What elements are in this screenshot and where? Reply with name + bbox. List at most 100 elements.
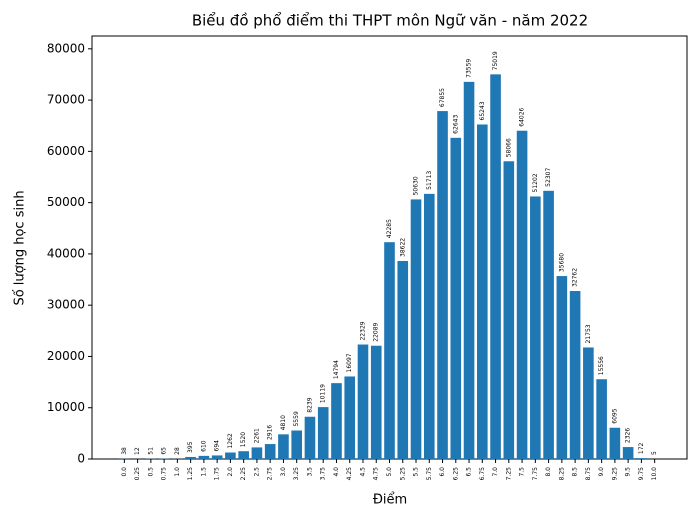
y-tick-label: 60000 xyxy=(47,144,85,158)
value-label: 64026 xyxy=(519,107,526,126)
value-label: 52307 xyxy=(545,168,552,187)
value-label: 50630 xyxy=(413,176,420,195)
x-tick-label: 5.0 xyxy=(386,467,393,477)
value-label: 172 xyxy=(638,442,645,454)
x-tick-label: 9.0 xyxy=(598,467,605,477)
x-tick-label: 2.25 xyxy=(240,467,247,481)
x-tick-label: 8.5 xyxy=(572,467,579,477)
bar xyxy=(503,161,515,459)
y-tick-label: 70000 xyxy=(47,93,85,107)
bar xyxy=(185,456,196,459)
bar xyxy=(530,196,541,459)
value-label: 1262 xyxy=(227,433,234,448)
bar xyxy=(516,130,528,459)
y-tick-label: 50000 xyxy=(47,195,85,209)
bar xyxy=(198,455,210,459)
value-label: 5559 xyxy=(293,411,300,426)
value-label: 22089 xyxy=(373,322,380,341)
bar xyxy=(410,199,422,459)
bar xyxy=(636,458,647,459)
value-label: 75019 xyxy=(492,51,499,70)
x-tick-label: 9.5 xyxy=(625,467,632,477)
value-label: 4810 xyxy=(280,415,287,430)
x-tick-label: 1.25 xyxy=(187,467,194,481)
x-tick-label: 6.75 xyxy=(479,467,486,481)
bar xyxy=(556,276,568,459)
chart-title: Biểu đồ phổ điểm thi THPT môn Ngữ văn - … xyxy=(192,12,588,30)
value-label: 67855 xyxy=(439,88,446,107)
value-label: 58066 xyxy=(505,138,512,157)
x-tick-label: 0.25 xyxy=(134,467,141,481)
value-label: 21753 xyxy=(585,324,592,343)
x-tick-label: 2.0 xyxy=(227,467,234,477)
bar xyxy=(370,345,382,459)
value-label: 694 xyxy=(214,440,221,452)
bar xyxy=(317,407,329,459)
bar xyxy=(596,379,607,459)
value-label: 28 xyxy=(174,447,181,455)
bar xyxy=(463,81,475,459)
bar xyxy=(609,427,621,459)
x-tick-label: 8.0 xyxy=(545,467,552,477)
value-label: 395 xyxy=(187,441,194,453)
bar xyxy=(238,451,249,459)
x-tick-label: 1.75 xyxy=(214,467,221,481)
bar xyxy=(278,434,289,459)
value-label: 8239 xyxy=(306,397,313,412)
value-label: 38622 xyxy=(399,238,406,257)
x-tick-label: 7.25 xyxy=(505,467,512,481)
bar xyxy=(622,447,634,459)
value-label: 6095 xyxy=(611,408,618,423)
bar xyxy=(384,242,395,459)
value-label: 62643 xyxy=(452,115,459,134)
value-label: 22329 xyxy=(359,321,366,340)
value-label: 12 xyxy=(134,447,141,455)
bar xyxy=(357,344,369,459)
x-tick-label: 3.5 xyxy=(306,467,313,477)
x-tick-label: 3.0 xyxy=(280,467,287,477)
y-tick-label: 40000 xyxy=(47,246,85,260)
x-tick-label: 2.75 xyxy=(267,467,274,481)
bar xyxy=(251,447,263,459)
x-tick-label: 6.5 xyxy=(466,467,473,477)
value-label: 51713 xyxy=(426,171,433,190)
value-label: 10119 xyxy=(320,384,327,403)
bar xyxy=(583,347,594,459)
bar xyxy=(331,383,342,459)
x-tick-label: 3.75 xyxy=(320,467,327,481)
bar xyxy=(569,291,581,459)
x-tick-label: 5.25 xyxy=(399,467,406,481)
value-label: 2916 xyxy=(267,425,274,440)
y-tick-label: 10000 xyxy=(47,400,85,414)
y-tick-label: 20000 xyxy=(47,349,85,363)
value-label: 5 xyxy=(651,451,658,455)
x-tick-label: 1.5 xyxy=(200,467,207,477)
value-label: 610 xyxy=(200,440,207,452)
x-tick-label: 9.25 xyxy=(611,467,618,481)
x-tick-label: 1.0 xyxy=(174,467,181,477)
x-tick-label: 6.0 xyxy=(439,467,446,477)
x-tick-label: 4.75 xyxy=(373,467,380,481)
x-tick-label: 4.0 xyxy=(333,467,340,477)
x-tick-label: 6.25 xyxy=(452,467,459,481)
bar xyxy=(211,455,223,459)
x-tick-label: 8.25 xyxy=(558,467,565,481)
x-tick-label: 0.0 xyxy=(121,467,128,477)
value-label: 1520 xyxy=(240,432,247,447)
value-label: 73559 xyxy=(466,59,473,78)
y-tick-label: 80000 xyxy=(47,41,85,55)
value-label: 15556 xyxy=(598,356,605,375)
value-label: 42285 xyxy=(386,219,393,238)
x-tick-label: 9.75 xyxy=(638,467,645,481)
x-tick-label: 7.75 xyxy=(532,467,539,481)
bar xyxy=(344,376,356,459)
bar xyxy=(477,124,488,459)
y-axis-label: Số lượng học sinh xyxy=(13,190,28,305)
x-tick-label: 8.75 xyxy=(585,467,592,481)
bar xyxy=(423,193,435,460)
value-label: 65243 xyxy=(479,101,486,120)
x-tick-label: 7.0 xyxy=(492,467,499,477)
value-label: 2326 xyxy=(625,428,632,443)
x-tick-label: 4.25 xyxy=(346,467,353,481)
